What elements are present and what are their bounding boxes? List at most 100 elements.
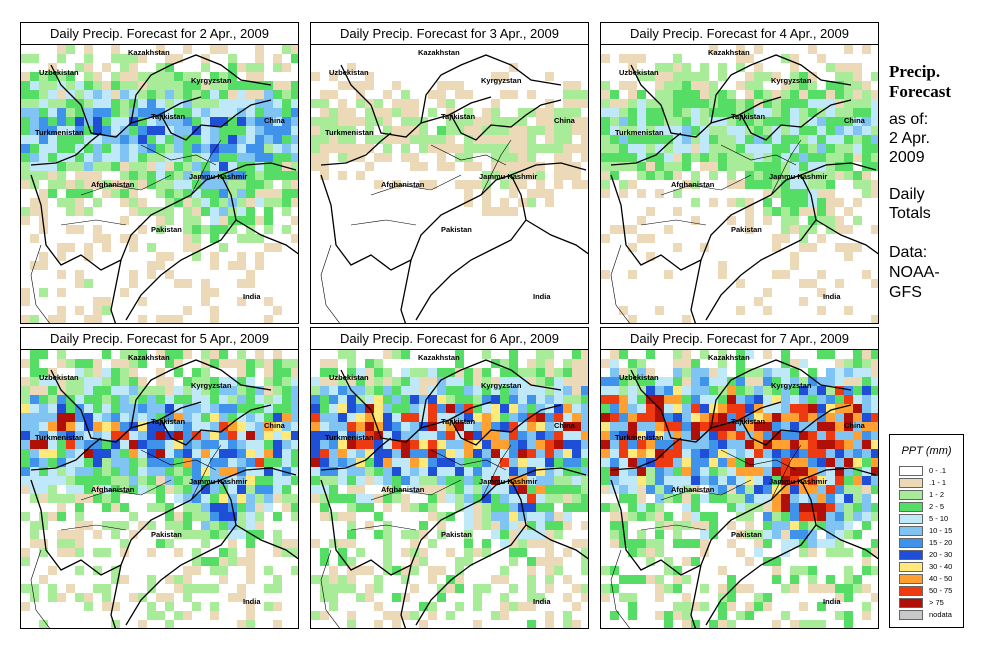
precip-cell	[601, 234, 610, 243]
precip-cell	[111, 135, 120, 144]
precip-cell	[862, 467, 871, 476]
precip-cell	[563, 548, 572, 557]
precip-cell	[401, 503, 410, 512]
precip-cell	[30, 494, 39, 503]
precip-cell	[183, 45, 192, 54]
precip-cell	[329, 377, 338, 386]
precip-cell	[255, 72, 264, 81]
precip-cell	[817, 404, 826, 413]
precip-cell	[201, 225, 210, 234]
precip-cell	[727, 216, 736, 225]
precip-cell	[509, 90, 518, 99]
precip-cell	[871, 476, 878, 485]
precip-cell	[835, 171, 844, 180]
precip-cell	[437, 386, 446, 395]
precip-cell	[790, 225, 799, 234]
precip-cell	[347, 422, 356, 431]
precip-cell	[120, 54, 129, 63]
border-line	[130, 359, 272, 429]
border-line	[125, 174, 237, 321]
precip-cell	[273, 485, 282, 494]
precip-cell	[147, 261, 156, 270]
precip-cell	[682, 458, 691, 467]
map-label-uzbekistan: Uzbekistan	[39, 68, 79, 77]
precip-cell	[347, 440, 356, 449]
precip-cell	[383, 467, 392, 476]
precip-cell	[437, 99, 446, 108]
precip-cell	[500, 368, 509, 377]
precip-cell	[844, 593, 853, 602]
precip-cell	[291, 539, 298, 548]
precip-cell	[401, 575, 410, 584]
precip-cell	[347, 485, 356, 494]
precip-cell	[491, 99, 500, 108]
precip-cell	[246, 270, 255, 279]
precip-cell	[183, 485, 192, 494]
legend-item: 15 - 20	[899, 538, 961, 548]
precip-cell	[646, 440, 655, 449]
precip-cell	[790, 476, 799, 485]
precip-cell	[835, 485, 844, 494]
precip-cell	[84, 189, 93, 198]
precip-cell	[219, 413, 228, 422]
precip-cell	[464, 458, 473, 467]
precip-cell	[572, 494, 581, 503]
precip-cell	[610, 377, 619, 386]
precip-cell	[75, 63, 84, 72]
precip-cell	[282, 377, 291, 386]
precip-cell	[48, 162, 57, 171]
precip-cell	[817, 584, 826, 593]
precip-cell	[156, 485, 165, 494]
precip-cell	[527, 90, 536, 99]
precip-cell	[237, 279, 246, 288]
precip-cell	[781, 539, 790, 548]
precip-cell	[219, 440, 228, 449]
precip-cell	[39, 440, 48, 449]
precip-cell	[30, 81, 39, 90]
precip-cell	[183, 377, 192, 386]
precip-cell	[165, 153, 174, 162]
precip-cell	[545, 494, 554, 503]
precip-cell	[736, 162, 745, 171]
precip-cell	[57, 108, 66, 117]
precip-cell	[66, 225, 75, 234]
precip-cell	[817, 54, 826, 63]
precip-cell	[30, 584, 39, 593]
precip-cell	[102, 126, 111, 135]
precip-cell	[75, 593, 84, 602]
precip-cell	[66, 377, 75, 386]
precip-cell	[120, 539, 129, 548]
border-lines	[320, 359, 588, 628]
precip-cell	[673, 359, 682, 368]
precip-cell	[329, 539, 338, 548]
precip-cell	[871, 162, 878, 171]
precip-cell	[826, 350, 835, 359]
precip-cell	[66, 467, 75, 476]
precip-cell	[808, 458, 817, 467]
precip-cell	[464, 386, 473, 395]
precip-cell	[682, 81, 691, 90]
precip-cell	[428, 422, 437, 431]
precip-cell	[853, 449, 862, 458]
precip-cell	[273, 368, 282, 377]
precip-cell	[799, 207, 808, 216]
precip-cell	[147, 521, 156, 530]
side-title: Precip. Forecast	[889, 62, 979, 102]
precip-cell	[210, 449, 219, 458]
precip-cell	[473, 548, 482, 557]
precip-cell	[700, 530, 709, 539]
precip-cell	[826, 494, 835, 503]
precip-cell	[554, 162, 563, 171]
precip-cell	[237, 117, 246, 126]
precip-cell	[646, 171, 655, 180]
precip-cell	[500, 530, 509, 539]
precip-cell	[84, 485, 93, 494]
precip-cell	[545, 503, 554, 512]
precip-cell	[581, 144, 588, 153]
precip-cell	[446, 494, 455, 503]
precip-cell	[563, 512, 572, 521]
precip-cell	[844, 512, 853, 521]
precip-cell	[374, 422, 383, 431]
precip-cell	[338, 476, 347, 485]
precip-cell	[93, 315, 102, 323]
